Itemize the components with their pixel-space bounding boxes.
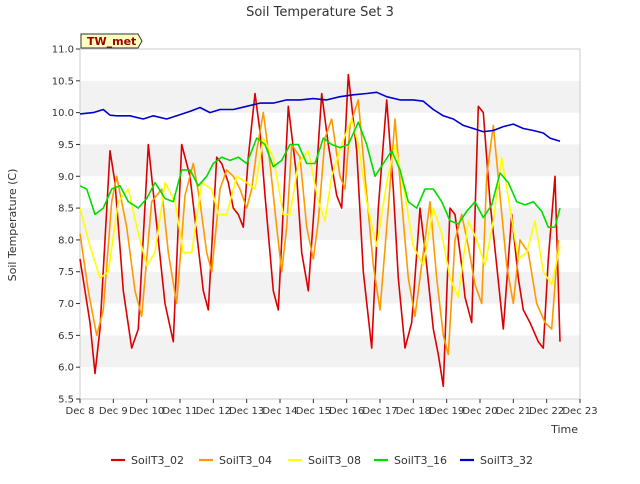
x-axis-label: Time — [550, 423, 578, 436]
chart-legend: SoilT3_02 SoilT3_04 SoilT3_08 SoilT3_16 Soil… — [111, 454, 533, 467]
series-lines — [79, 73, 561, 388]
series-line-soilt3_32 — [79, 91, 561, 143]
x-tick-label: Dec 12 — [196, 406, 231, 417]
y-tick-label: 8.5 — [58, 204, 74, 215]
y-tick-label: 5.5 — [58, 395, 74, 406]
legend-item-soilt3_32: SoilT3_32 — [460, 454, 533, 467]
y-tick-label: 7.5 — [58, 267, 74, 278]
legend-item-soilt3_02: SoilT3_02 — [111, 454, 184, 467]
x-tick-label: Dec 15 — [296, 406, 331, 417]
legend-label: SoilT3_16 — [394, 454, 447, 467]
x-tick-label: Dec 11 — [162, 406, 197, 417]
series-line-soilt3_16 — [79, 121, 561, 228]
plot-frame — [79, 48, 581, 400]
x-tick-label: Dec 8 — [66, 406, 95, 417]
legend-label: SoilT3_08 — [308, 454, 361, 467]
grid-band — [80, 80, 580, 113]
legend-label: SoilT3_04 — [219, 454, 272, 467]
series-line-soilt3_08 — [79, 118, 561, 299]
x-tick-label: Dec 18 — [396, 406, 431, 417]
grid-band — [80, 303, 580, 336]
series-line-soilt3_04 — [79, 99, 560, 356]
grid-band — [80, 49, 580, 81]
x-tick-label: Dec 14 — [262, 406, 297, 417]
x-tick-label: Dec 13 — [229, 406, 264, 417]
x-tick-label: Dec 17 — [362, 406, 397, 417]
y-tick-label: 9.5 — [58, 140, 74, 151]
x-tick-label: Dec 16 — [329, 406, 364, 417]
y-tick-label: 10.5 — [52, 76, 74, 87]
x-tick-label: Dec 10 — [129, 406, 164, 417]
y-tick-label: 8.0 — [58, 235, 74, 246]
grid-band — [80, 335, 580, 368]
y-tick-label: 6.5 — [58, 331, 74, 342]
y-tick-label: 6.0 — [58, 363, 74, 374]
legend-item-soilt3_16: SoilT3_16 — [374, 454, 447, 467]
y-axis-ticks: 5.5 6.0 6.5 7.0 7.5 8.0 8.5 9.0 9.5 10.0 10.5 11.0 — [52, 45, 80, 406]
station-tag-label: TW_met — [87, 35, 136, 48]
y-tick-label: 7.0 — [58, 299, 74, 310]
chart-title: Soil Temperature Set 3 — [246, 5, 394, 20]
grid-band — [80, 208, 580, 240]
legend-item-soilt3_04: SoilT3_04 — [199, 454, 272, 467]
grid-band — [80, 112, 580, 145]
legend-label: SoilT3_02 — [131, 454, 184, 467]
series-line-soilt3_02 — [79, 73, 561, 388]
station-tag: TW_met — [80, 33, 143, 49]
x-tick-label: Dec 21 — [496, 406, 531, 417]
legend-label: SoilT3_32 — [480, 454, 533, 467]
grid-bands — [80, 49, 580, 399]
y-tick-label: 11.0 — [52, 45, 74, 56]
grid-band — [80, 144, 580, 177]
y-axis-label: Soil Temperature (C) — [6, 169, 19, 282]
x-tick-label: Dec 9 — [99, 406, 128, 417]
x-tick-label: Dec 19 — [429, 406, 464, 417]
legend-item-soilt3_08: SoilT3_08 — [288, 454, 361, 467]
x-tick-label: Dec 20 — [462, 406, 497, 417]
x-tick-label: Dec 22 — [529, 406, 564, 417]
x-tick-label: Dec 23 — [562, 406, 597, 417]
grid-band — [80, 367, 580, 399]
y-tick-label: 9.0 — [58, 172, 74, 183]
y-tick-label: 10.0 — [52, 108, 74, 119]
